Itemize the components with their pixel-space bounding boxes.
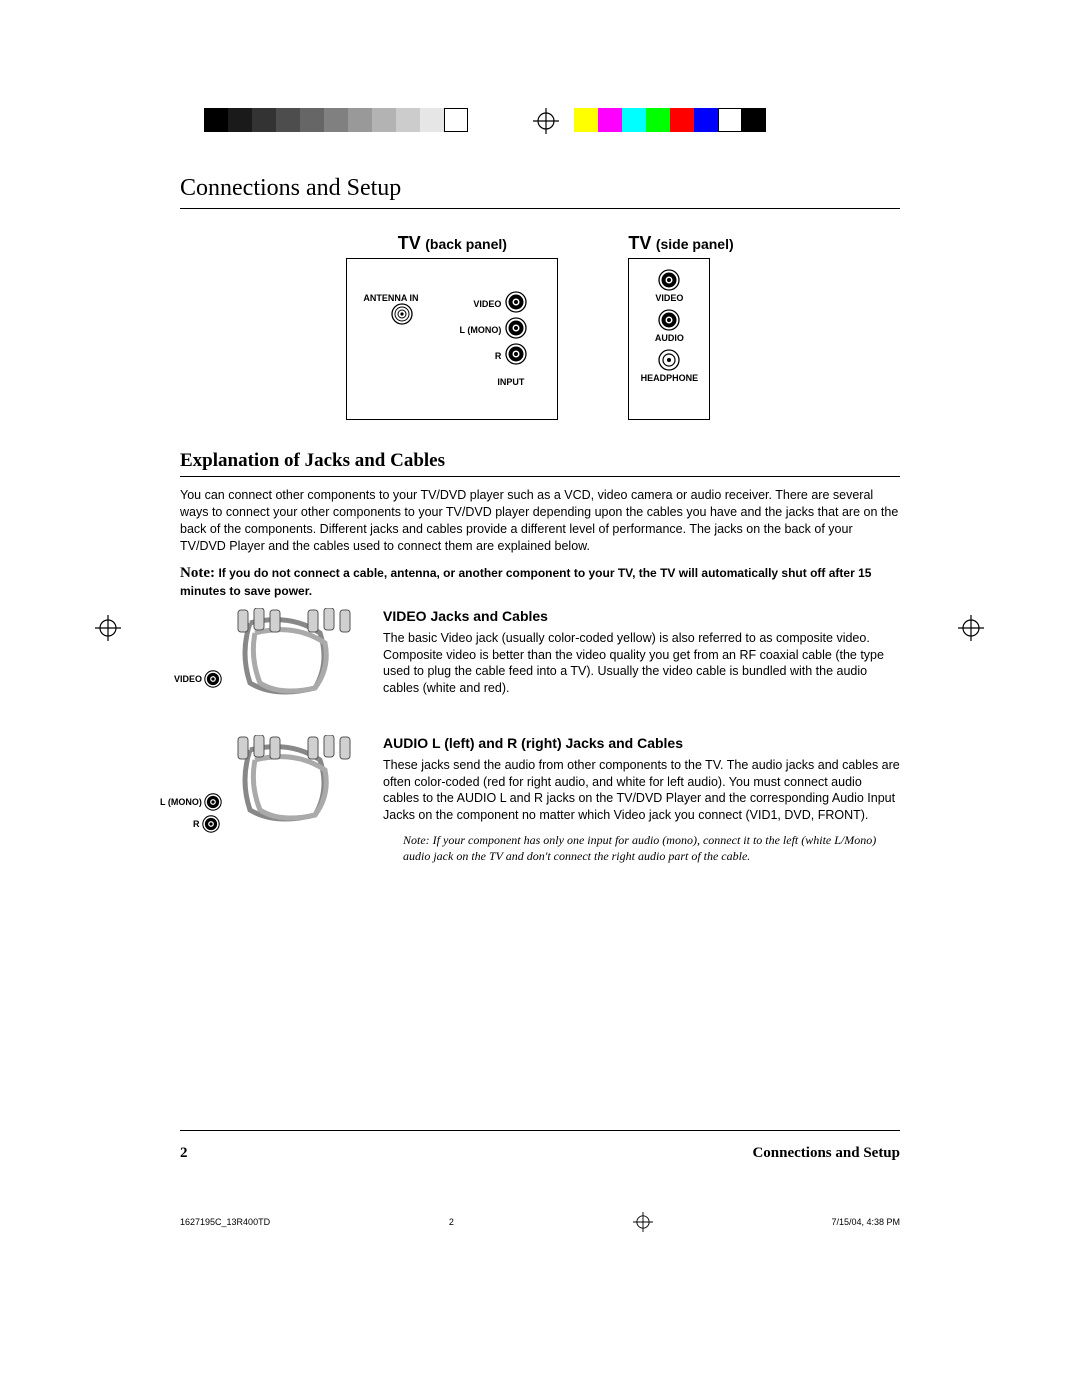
audio-art: L (MONO) R — [180, 735, 365, 840]
footer-rule — [180, 1130, 900, 1131]
side-video-jack-icon — [658, 269, 680, 291]
label-side-headphone: HEADPHONE — [629, 373, 709, 383]
note-body: If you do not connect a cable, antenna, … — [180, 566, 871, 598]
cables-icon — [230, 735, 360, 835]
audio-jacks-section: L (MONO) R AUDIO L (left) and R (right) … — [180, 735, 900, 865]
side-panel-title: TV (side panel) — [628, 233, 733, 254]
back-panel-title: TV (back panel) — [346, 233, 558, 254]
r-side-jack-icon — [202, 815, 220, 833]
side-panel-group: TV (side panel) VIDEO AUDIO HEADPHONE — [628, 233, 733, 420]
label-r: R — [495, 351, 502, 361]
video-heading: VIDEO Jacks and Cables — [383, 608, 900, 624]
print-docid: 1627195C_13R400TD — [180, 1217, 270, 1227]
lmono-side-jack-icon — [204, 793, 222, 811]
side-headphone-jack-icon — [658, 349, 680, 371]
label-lmono: L (MONO) — [460, 325, 502, 335]
video-jack-icon — [505, 291, 527, 313]
label-antenna: ANTENNA IN — [363, 293, 418, 303]
audio-body: These jacks send the audio from other co… — [383, 757, 900, 825]
registration-gray-swatches — [204, 108, 468, 132]
side-audio-jack-icon — [658, 309, 680, 331]
r-side-label: R — [193, 815, 220, 833]
antenna-jack-icon — [391, 303, 413, 325]
back-panel-group: TV (back panel) ANTENNA IN VIDEO L (MONO… — [346, 233, 558, 420]
registration-color-swatches — [574, 108, 766, 132]
title-rule — [180, 208, 900, 209]
audio-text: AUDIO L (left) and R (right) Jacks and C… — [383, 735, 900, 865]
print-page: 2 — [449, 1217, 454, 1227]
cables-icon — [230, 608, 360, 708]
video-body: The basic Video jack (usually color-code… — [383, 630, 900, 698]
registration-mark-right — [958, 615, 984, 641]
audio-heading: AUDIO L (left) and R (right) Jacks and C… — [383, 735, 900, 751]
label-side-video: VIDEO — [629, 293, 709, 303]
panel-row: TV (back panel) ANTENNA IN VIDEO L (MONO… — [220, 233, 860, 420]
section-rule — [180, 476, 900, 477]
section-heading: Explanation of Jacks and Cables — [180, 450, 900, 472]
note-lead: Note: — [180, 565, 215, 581]
registration-mark-top — [533, 108, 559, 134]
video-jacks-section: VIDEO VIDEO Jacks and Cables The basic V… — [180, 608, 900, 713]
video-text: VIDEO Jacks and Cables The basic Video j… — [383, 608, 900, 706]
print-metadata-line: 1627195C_13R400TD 2 7/15/04, 4:38 PM — [180, 1212, 900, 1232]
video-side-jack-icon — [204, 670, 222, 688]
label-input: INPUT — [497, 377, 524, 387]
video-side-label: VIDEO — [174, 670, 222, 688]
audio-subnote: Note: If your component has only one inp… — [403, 832, 900, 864]
label-video: VIDEO — [473, 299, 501, 309]
r-jack-icon — [505, 343, 527, 365]
page-footer: 2 Connections and Setup — [180, 1130, 900, 1162]
print-datetime: 7/15/04, 4:38 PM — [831, 1217, 900, 1227]
intro-paragraph: You can connect other components to your… — [180, 487, 900, 555]
side-panel-box: VIDEO AUDIO HEADPHONE — [628, 258, 710, 420]
footer-section: Connections and Setup — [752, 1145, 900, 1162]
lmono-jack-icon — [505, 317, 527, 339]
label-side-audio: AUDIO — [629, 333, 709, 343]
footer-page-number: 2 — [180, 1145, 188, 1162]
registration-mark-bottom — [633, 1212, 653, 1232]
registration-mark-left — [95, 615, 121, 641]
page-content: Connections and Setup TV (back panel) AN… — [180, 175, 900, 887]
video-art: VIDEO — [180, 608, 365, 713]
page-title: Connections and Setup — [180, 175, 900, 202]
back-panel-box: ANTENNA IN VIDEO L (MONO) R INPUT — [346, 258, 558, 420]
note-paragraph: Note: If you do not connect a cable, ant… — [180, 563, 900, 600]
lmono-side-label: L (MONO) — [160, 793, 222, 811]
